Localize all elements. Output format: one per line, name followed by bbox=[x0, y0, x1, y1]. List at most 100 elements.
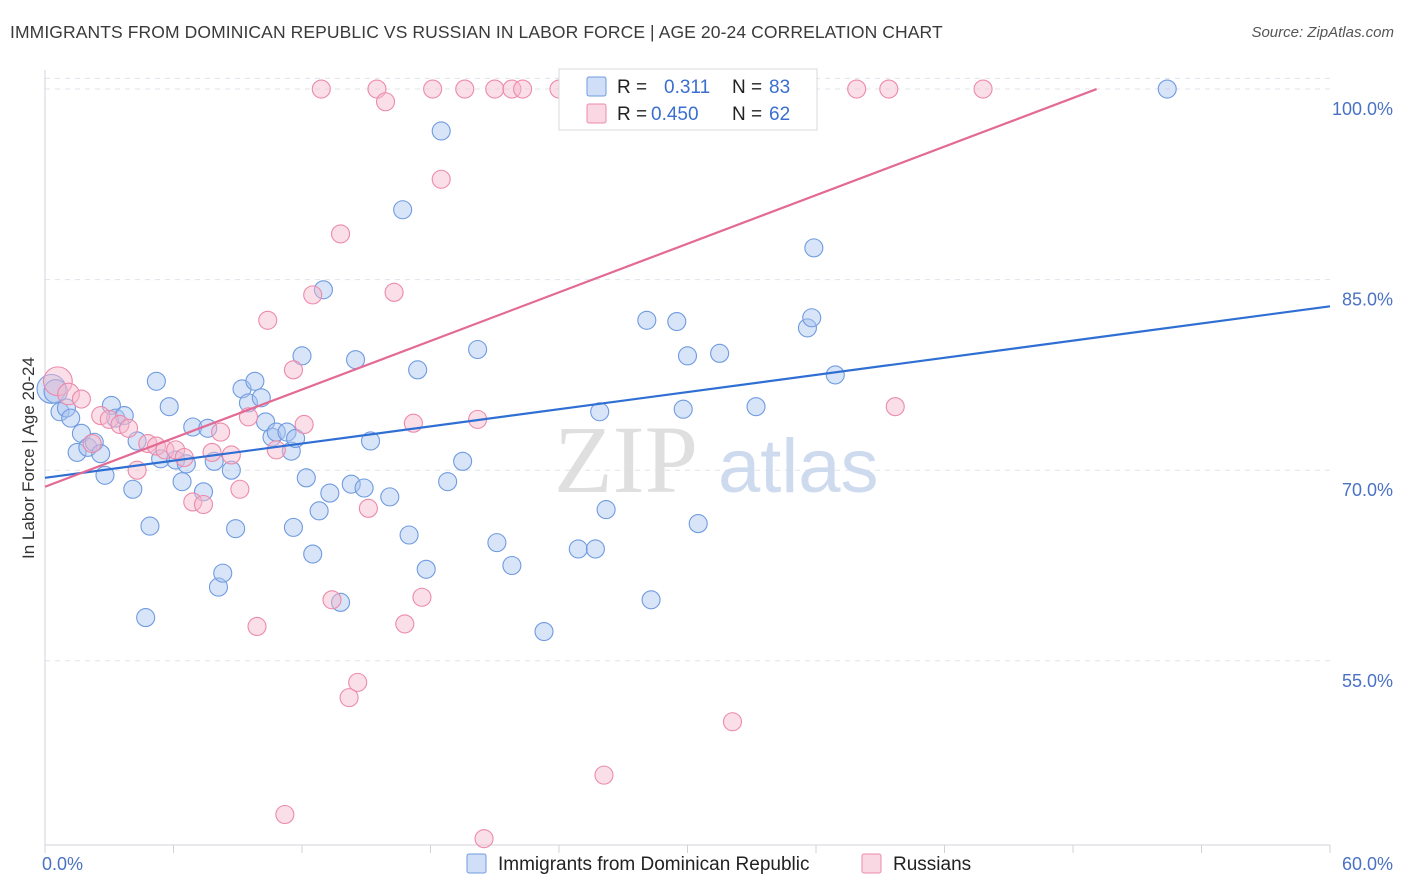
series-dominican-points bbox=[36, 79, 1177, 642]
scatter-point bbox=[688, 514, 708, 534]
scatter-point bbox=[339, 688, 359, 708]
scatter-point bbox=[245, 371, 265, 391]
watermark-zip: ZIP bbox=[554, 406, 698, 513]
scatter-point bbox=[502, 555, 522, 576]
legend-n-value-blue: 83 bbox=[769, 77, 790, 98]
scatter-point bbox=[61, 408, 81, 428]
scatter-point bbox=[673, 399, 693, 419]
scatter-point bbox=[438, 472, 458, 492]
trend-line-pink bbox=[44, 88, 1097, 488]
y-tick-label: 55.0% bbox=[1342, 671, 1393, 691]
scatter-point bbox=[722, 712, 743, 732]
scatter-point bbox=[746, 397, 766, 417]
scatter-point bbox=[408, 360, 428, 380]
y-tick-label: 100.0% bbox=[1332, 99, 1393, 119]
scatter-point bbox=[395, 614, 415, 634]
scatter-point bbox=[637, 310, 657, 330]
scatter-point bbox=[502, 79, 522, 99]
scatter-point bbox=[802, 308, 822, 328]
scatter-point bbox=[513, 79, 533, 99]
scatter-point bbox=[423, 79, 443, 99]
legend-r-label-pink: R = bbox=[617, 104, 647, 125]
bottom-legend-label-blue: Immigrants from Dominican Republic bbox=[498, 854, 810, 875]
correlation-legend: R = 0.311 N = 83 R = 0.450 N = 62 bbox=[558, 68, 818, 131]
scatter-point bbox=[211, 422, 231, 442]
scatter-point bbox=[226, 519, 246, 539]
watermark: ZIP atlas bbox=[554, 406, 879, 513]
scatter-point bbox=[266, 440, 286, 460]
y-axis-label: In Labor Force | Age 20-24 bbox=[19, 357, 38, 559]
scatter-point bbox=[885, 397, 905, 417]
scatter-point bbox=[431, 169, 451, 189]
y-tick-label: 85.0% bbox=[1342, 290, 1393, 310]
scatter-point bbox=[82, 433, 102, 454]
scatter-point bbox=[296, 468, 316, 488]
scatter-point bbox=[847, 79, 867, 99]
scatter-point bbox=[534, 622, 554, 642]
scatter-point bbox=[594, 765, 614, 785]
scatter-point bbox=[375, 92, 396, 112]
scatter-point bbox=[585, 539, 605, 559]
scatter-point bbox=[399, 525, 419, 545]
series-russians-points bbox=[42, 79, 993, 849]
scatter-point bbox=[710, 343, 730, 363]
scatter-point bbox=[99, 409, 119, 429]
bottom-legend-swatch-blue bbox=[466, 853, 487, 874]
scatter-point bbox=[275, 804, 295, 825]
legend-n-label-blue: N = bbox=[732, 77, 762, 98]
y-tick-labels: 55.0% 70.0% 85.0% 100.0% bbox=[1332, 99, 1393, 691]
scatter-point bbox=[354, 478, 374, 498]
scatter-point bbox=[487, 533, 507, 553]
scatter-point bbox=[804, 238, 824, 258]
scatter-point bbox=[431, 121, 451, 141]
scatter-point bbox=[118, 418, 139, 438]
scatter-point bbox=[221, 445, 241, 465]
scatter-point bbox=[294, 414, 314, 435]
series-legend: Immigrants from Dominican Republic Russi… bbox=[466, 853, 971, 875]
scatter-point bbox=[123, 479, 143, 499]
scatter-point bbox=[677, 346, 698, 366]
scatter-point bbox=[384, 282, 404, 302]
scatter-point bbox=[879, 79, 899, 99]
scatter-point bbox=[330, 224, 351, 244]
scatter-point bbox=[797, 318, 817, 338]
scatter-point bbox=[283, 517, 303, 537]
scatter-point bbox=[309, 501, 329, 521]
scatter-point bbox=[101, 395, 121, 415]
scatter-point bbox=[641, 590, 661, 610]
scatter-point bbox=[825, 365, 845, 385]
scatter-point bbox=[292, 346, 312, 366]
scatter-point bbox=[247, 616, 267, 637]
bottom-legend-swatch-pink bbox=[861, 853, 882, 874]
trend-line-blue bbox=[44, 305, 1331, 479]
scatter-point bbox=[140, 516, 160, 536]
scatter-point bbox=[348, 672, 368, 692]
scatter-point bbox=[146, 371, 166, 391]
scatter-point bbox=[283, 360, 303, 380]
scatter-point bbox=[416, 559, 436, 579]
scatter-point bbox=[393, 200, 413, 220]
scatter-point bbox=[114, 406, 134, 426]
scatter-point bbox=[213, 563, 233, 583]
scatter-point bbox=[973, 79, 993, 99]
scatter-point bbox=[193, 494, 214, 515]
legend-r-value-pink: 0.450 bbox=[651, 104, 699, 125]
legend-swatch-pink bbox=[586, 103, 607, 124]
x-tick-label: 0.0% bbox=[42, 854, 83, 874]
scatter-point bbox=[311, 79, 331, 99]
scatter-point bbox=[322, 590, 342, 610]
scatter-point bbox=[313, 280, 333, 300]
scatter-point bbox=[57, 382, 80, 406]
scatter-point bbox=[303, 285, 323, 305]
scatter-point bbox=[358, 498, 378, 518]
scatter-point bbox=[474, 829, 494, 849]
scatter-point bbox=[596, 500, 616, 520]
x-tick-label: 60.0% bbox=[1342, 854, 1393, 874]
scatter-point bbox=[468, 339, 488, 360]
scatter-point bbox=[221, 460, 241, 480]
scatter-point bbox=[453, 451, 473, 471]
legend-swatch-blue bbox=[586, 76, 607, 97]
scatter-point bbox=[303, 544, 323, 564]
legend-n-value-pink: 62 bbox=[769, 104, 790, 125]
